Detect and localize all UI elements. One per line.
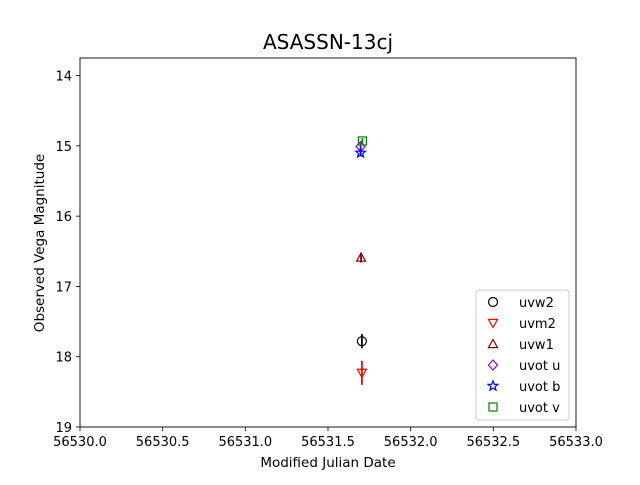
x-tick-label: 56530.5 [136, 435, 190, 450]
legend-label-uvw2: uvw2 [519, 296, 554, 311]
legend-marker-uvw2 [487, 296, 499, 308]
legend-label-uvot-b: uvot b [519, 380, 560, 395]
chart-title: ASASSN-13cj [263, 30, 393, 54]
x-tick-label: 56532.0 [384, 435, 438, 450]
legend-marker-uvw1 [487, 338, 499, 349]
plot-frame [79, 57, 577, 428]
y-tick-label: 16 [55, 210, 72, 225]
legend-label-uvw1: uvw1 [519, 338, 554, 353]
legend: uvw2 uvm2 uvw1 uvot u uvot b uvot v [475, 289, 570, 421]
y-tick-label: 18 [55, 351, 72, 366]
x-tick-label: 56532.5 [466, 435, 520, 450]
x-tick-label: 56530.0 [53, 435, 107, 450]
y-tick-label: 19 [55, 421, 72, 436]
data-point-uvot-v [357, 136, 367, 146]
legend-marker-uvot-u [487, 359, 499, 371]
data-point-uvw2 [356, 336, 367, 347]
y-tick-label: 17 [55, 280, 72, 295]
data-point-uvw1 [355, 251, 367, 262]
legend-box [475, 289, 570, 421]
y-tick-label: 14 [55, 70, 72, 85]
x-tick-label: 56531.5 [301, 435, 355, 450]
legend-marker-uvot-b [486, 379, 500, 392]
x-tick-label: 56531.0 [218, 435, 272, 450]
x-axis-label: Modified Julian Date [260, 455, 395, 471]
y-tick-label: 15 [55, 140, 72, 155]
legend-label-uvot-u: uvot u [519, 359, 560, 374]
legend-marker-uvm2 [487, 318, 499, 329]
y-axis-label: Observed Vega Magnitude [32, 154, 48, 332]
legend-label-uvot-v: uvot v [519, 401, 560, 416]
legend-label-uvm2: uvm2 [519, 317, 556, 332]
data-point-uvm2 [356, 368, 368, 379]
legend-marker-uvot-v [488, 402, 498, 412]
x-tick-label: 56533.0 [549, 435, 603, 450]
data-point-uvot-b [354, 146, 368, 159]
